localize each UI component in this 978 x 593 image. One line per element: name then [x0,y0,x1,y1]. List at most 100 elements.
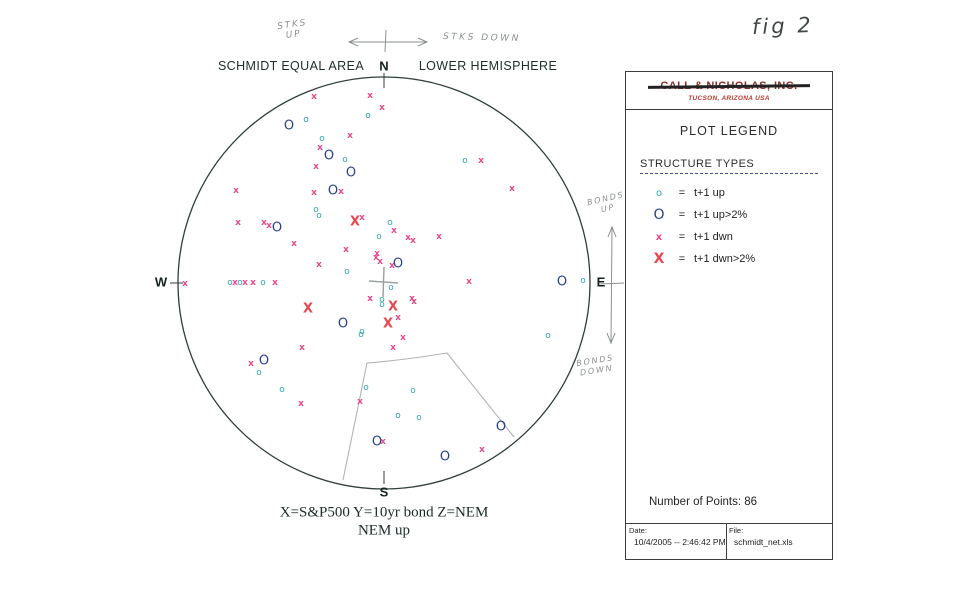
legend-items: o = t+1 up O = t+1 up>2% x = t+1 dwn X =… [648,182,818,270]
structure-types-heading: STRUCTURE TYPES [640,158,818,174]
compass-south-label: S [379,484,389,500]
data-point-O: O [346,166,356,181]
legend-item-label: t+1 dwn>2% [694,253,756,265]
equals-sign: = [678,187,686,199]
data-point-x: x [373,253,379,263]
data-point-x: x [405,233,411,243]
date-value: 10/4/2005 -- 2:46:42 PM [634,537,726,547]
stks-axis-arrow [347,29,429,53]
data-point-x: x [389,261,395,271]
data-point-x: x [313,162,319,172]
data-point-o: o [237,278,243,288]
plot-caption-line2: NEM up [357,522,411,539]
data-point-o: o [462,156,468,166]
compass-west-label: W [154,274,168,290]
legend-panel-header: CALL & NICHOLAS, INC. TUCSON, ARIZONA US… [626,72,832,110]
data-point-x: x [409,294,415,304]
legend-panel: CALL & NICHOLAS, INC. TUCSON, ARIZONA US… [625,71,833,560]
legend-item-t1-dwn: x = t+1 dwn [648,226,818,248]
data-point-o: o [388,283,394,293]
data-point-x: x [395,313,401,323]
data-point-o: o [260,278,266,288]
data-point-o: o [580,276,586,286]
data-point-O: O [372,435,382,450]
equals-sign: = [678,253,686,265]
data-point-x: x [478,156,484,166]
data-point-x: x [390,343,396,353]
data-point-X: X [350,215,360,230]
file-label: File: [729,526,744,535]
legend-item-t1-dwn-2pct: X = t+1 dwn>2% [648,248,818,270]
data-point-o: o [279,385,285,395]
data-point-O: O [272,221,282,236]
data-point-x: x [299,343,305,353]
data-point-o: o [313,205,319,215]
data-point-o: o [319,134,325,144]
data-point-x: x [436,232,442,242]
data-point-o: o [316,211,322,221]
data-point-x: x [343,245,349,255]
data-point-X: X [383,317,393,332]
data-point-O: O [259,354,269,369]
small-x-marker-icon: x [655,231,663,243]
data-point-x: x [311,92,317,102]
legend-item-t1-up-2pct: O = t+1 up>2% [648,204,818,226]
data-point-o: o [227,278,233,288]
data-point-O: O [496,420,506,435]
data-point-O: O [440,450,450,465]
legend-item-t1-up: o = t+1 up [648,182,818,204]
data-point-o: o [416,413,422,423]
data-point-x: x [298,399,304,409]
data-point-x: x [380,437,386,447]
data-point-x: x [379,103,385,113]
compass-ticks [170,73,385,484]
compass-east-label: E [596,274,606,290]
data-point-x: x [367,91,373,101]
data-point-O: O [284,119,294,134]
data-point-o: o [410,386,416,396]
data-point-o: o [545,331,551,341]
data-point-o: o [365,111,371,121]
data-point-x: x [400,333,406,343]
data-point-O: O [324,149,334,164]
bonds-axis-arrow [599,225,625,345]
equals-sign: = [678,231,686,243]
data-point-x: x [479,445,485,455]
compass-north-label: N [379,58,389,74]
data-point-x: x [291,239,297,249]
legend-item-label: t+1 dwn [694,231,733,243]
data-point-X: X [303,302,313,317]
data-point-x: x [338,187,344,197]
data-point-x: x [377,257,383,267]
data-point-O: O [328,184,338,199]
data-point-o: o [358,330,364,340]
data-point-o: o [256,368,262,378]
data-point-x: x [311,188,317,198]
wedge-outline [342,352,515,481]
data-point-O: O [393,257,403,272]
big-circle-marker-icon: O [653,207,665,223]
plot-title-left: SCHMIDT EQUAL AREA [217,59,365,73]
data-point-o: o [379,295,385,305]
plot-title-right: LOWER HEMISPHERE [418,59,558,73]
data-point-o: o [342,155,348,165]
data-point-x: x [316,260,322,270]
small-circle-marker-icon: o [655,187,663,199]
handwritten-stks-up: STKS UP [276,18,308,41]
data-point-x: x [410,236,416,246]
data-point-o: o [303,115,309,125]
data-point-x: x [359,213,365,223]
data-point-x: x [250,278,256,288]
data-point-x: x [235,218,241,228]
date-label: Date: [629,526,647,535]
plot-legend-title: PLOT LEGEND [679,124,779,138]
data-point-O: O [557,275,567,290]
data-point-X: X [388,300,398,315]
data-point-x: x [466,277,472,287]
equals-sign: = [678,209,686,221]
data-point-x: x [509,184,515,194]
data-point-x: x [411,297,417,307]
